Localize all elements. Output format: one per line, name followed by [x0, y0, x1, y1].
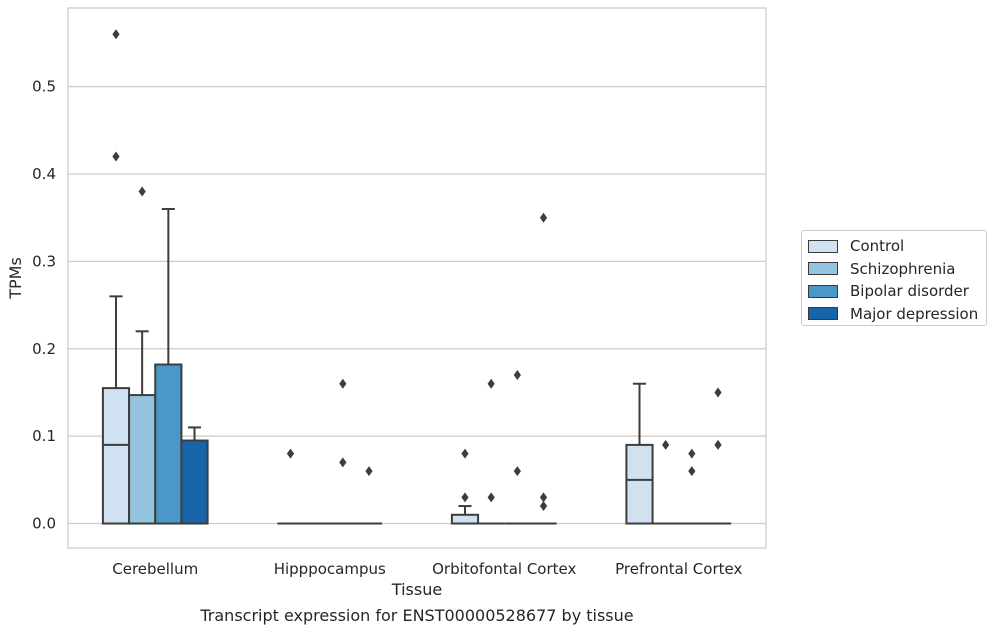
box-group: [652, 439, 679, 525]
box: [128, 394, 157, 525]
outlier-point: [461, 492, 469, 503]
box: [625, 443, 654, 525]
outlier-point: [513, 466, 521, 477]
outlier-point: [662, 439, 670, 450]
outlier-point: [513, 369, 521, 380]
outlier-point: [487, 378, 495, 389]
outlier-point: [688, 448, 696, 459]
y-tick-label: 0.0: [32, 515, 56, 533]
figure-caption: Transcript expression for ENST0000052867…: [200, 606, 634, 625]
outlier-point: [286, 448, 295, 459]
legend-swatch: [808, 262, 838, 276]
y-tick-label: 0.2: [32, 340, 56, 358]
y-tick-label: 0.4: [32, 165, 56, 183]
outlier-point: [539, 492, 548, 503]
y-tick-labels: 0.0 0.1 0.2 0.3 0.4 0.5: [32, 78, 56, 533]
box-group: [355, 466, 383, 525]
outlier-point: [461, 448, 469, 459]
outlier-point: [688, 466, 696, 477]
box-group: [329, 378, 356, 525]
box-group: [530, 212, 557, 525]
box: [450, 513, 480, 525]
y-axis-label: TPMs: [6, 257, 25, 300]
box-group: [128, 186, 157, 525]
legend-swatch: [808, 284, 838, 298]
boxes-layer: [101, 29, 732, 525]
legend-swatch: [808, 307, 838, 321]
box: [154, 363, 183, 525]
legend-item: Major depression: [808, 303, 980, 326]
outlier-point: [365, 466, 373, 477]
box-group: [277, 448, 304, 525]
legend-swatch: [808, 239, 838, 253]
outlier-point: [539, 212, 548, 223]
plot-area-frame: [67, 7, 767, 549]
x-tick-label: Cerebellum: [112, 560, 198, 578]
outlier-point: [112, 29, 120, 40]
box-group: [154, 207, 183, 525]
x-tick-label: Hipppocampus: [274, 560, 386, 578]
box-group: [450, 448, 480, 525]
outlier-point: [714, 387, 722, 398]
outlier-point: [112, 151, 120, 162]
legend-label: Major depression: [850, 304, 979, 323]
box-group: [180, 426, 209, 525]
box: [180, 439, 209, 525]
y-tick-label: 0.1: [32, 427, 56, 445]
box-group: [625, 382, 654, 525]
box: [101, 387, 131, 525]
x-tick-label: Orbitofontal Cortex: [432, 560, 576, 578]
outlier-point: [714, 439, 722, 450]
x-axis-label: Tissue: [391, 580, 442, 599]
x-tick-label: Prefrontal Cortex: [615, 560, 742, 578]
legend-label: Schizophrenia: [850, 259, 956, 278]
y-tick-label: 0.5: [32, 78, 56, 96]
outlier-point: [339, 457, 347, 468]
outlier-point: [339, 378, 347, 389]
legend-label: Control: [850, 237, 905, 256]
legend-item: Bipolar disorder: [808, 280, 980, 303]
y-tick-label: 0.3: [32, 252, 56, 270]
box-group: [101, 29, 131, 525]
legend-item: Schizophrenia: [808, 258, 980, 281]
legend: Control Schizophrenia Bipolar disorder Majo…: [801, 230, 987, 326]
outlier-point: [138, 186, 146, 197]
box-group: [678, 448, 705, 525]
legend-item: Control: [808, 235, 980, 258]
box-group: [704, 387, 732, 525]
box-group: [478, 378, 505, 525]
outlier-point: [539, 501, 548, 512]
box-group: [504, 369, 531, 525]
outlier-point: [487, 492, 495, 503]
legend-label: Bipolar disorder: [850, 282, 969, 301]
x-tick-labels: Cerebellum Hipppocampus Orbitofontal Corte…: [112, 560, 742, 578]
